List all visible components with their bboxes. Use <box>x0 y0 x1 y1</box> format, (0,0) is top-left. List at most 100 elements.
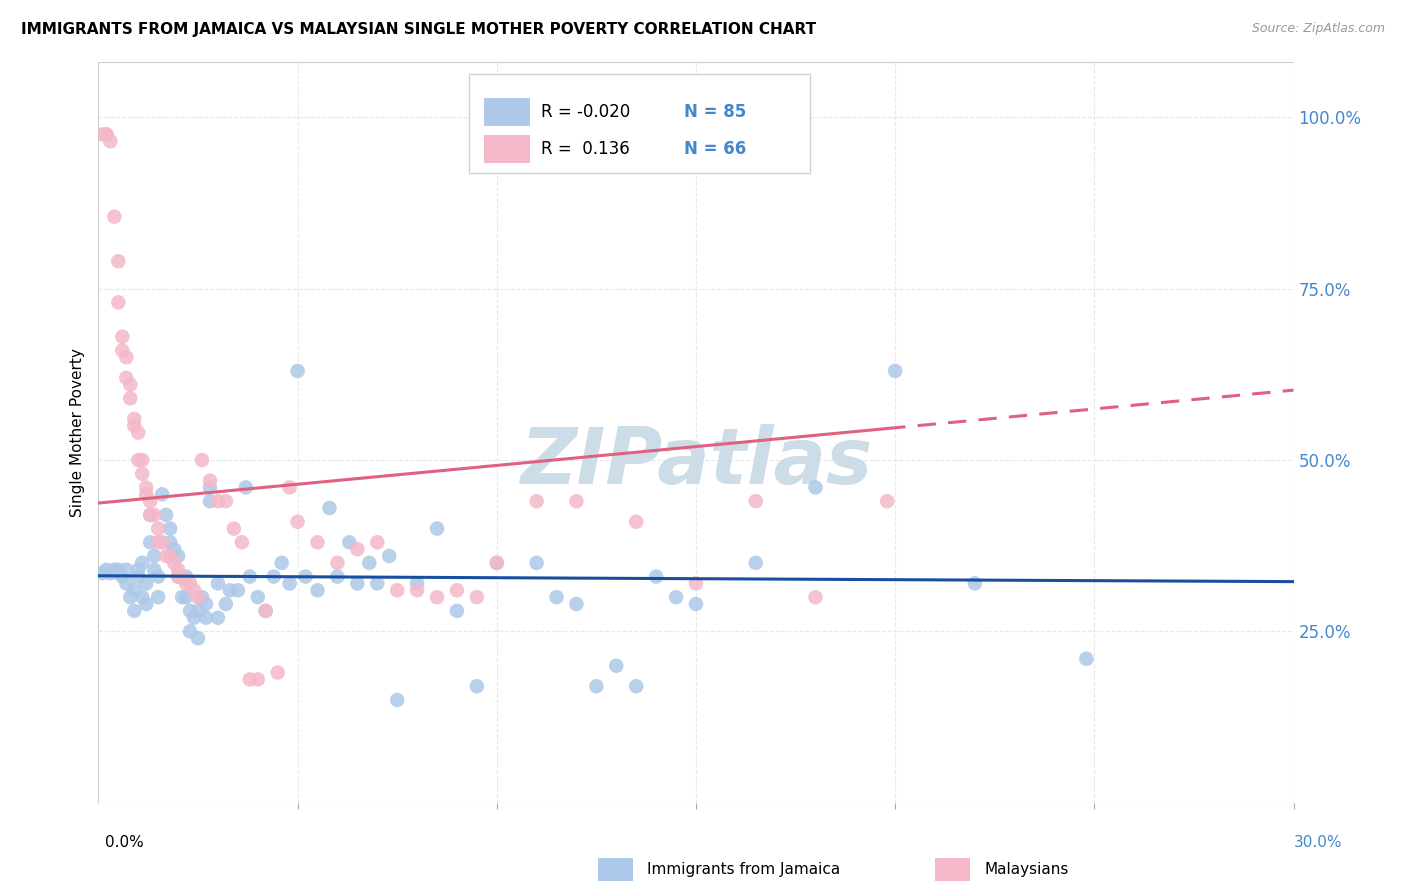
Point <box>318 501 340 516</box>
Point <box>124 412 146 426</box>
Point <box>254 604 277 618</box>
Point <box>155 549 177 563</box>
Point <box>91 128 114 142</box>
Point <box>665 590 688 604</box>
Point <box>254 604 277 618</box>
Point <box>239 673 262 687</box>
Point <box>231 535 253 549</box>
Point <box>139 508 162 522</box>
Point <box>226 583 249 598</box>
Point <box>198 480 221 494</box>
Point <box>465 590 488 604</box>
Point <box>139 494 162 508</box>
Point <box>98 134 122 148</box>
Point <box>107 563 129 577</box>
Point <box>127 425 149 440</box>
Point <box>135 480 157 494</box>
Point <box>172 569 194 583</box>
Point <box>150 487 173 501</box>
Point <box>685 576 707 591</box>
Point <box>195 597 218 611</box>
Point <box>155 508 177 522</box>
Point <box>103 563 125 577</box>
Point <box>187 632 209 646</box>
Point <box>485 556 508 570</box>
Point <box>263 569 285 583</box>
Point <box>526 556 548 570</box>
Point <box>135 597 157 611</box>
Point <box>127 569 149 583</box>
Point <box>115 563 138 577</box>
Point <box>804 590 827 604</box>
Point <box>107 254 129 268</box>
Point <box>526 494 548 508</box>
Text: N = 85: N = 85 <box>685 103 747 120</box>
Point <box>163 556 186 570</box>
Point <box>187 590 209 604</box>
Point <box>139 535 162 549</box>
Point <box>148 569 170 583</box>
FancyBboxPatch shape <box>485 97 530 126</box>
Point <box>107 295 129 310</box>
Point <box>267 665 290 680</box>
Point <box>143 563 166 577</box>
Point <box>385 583 409 598</box>
Point <box>135 487 157 501</box>
Point <box>115 371 138 385</box>
Point <box>406 583 429 598</box>
Point <box>139 508 162 522</box>
Point <box>366 535 388 549</box>
Point <box>159 549 181 563</box>
Point <box>745 494 768 508</box>
Point <box>645 569 668 583</box>
Point <box>626 679 648 693</box>
Point <box>198 494 221 508</box>
Point <box>111 343 134 358</box>
Point <box>143 549 166 563</box>
Point <box>366 576 388 591</box>
Point <box>270 556 292 570</box>
Point <box>876 494 898 508</box>
Point <box>626 515 648 529</box>
Point <box>179 604 201 618</box>
Point <box>359 556 381 570</box>
Point <box>287 364 309 378</box>
Point <box>124 583 146 598</box>
Text: N = 66: N = 66 <box>685 140 747 158</box>
Point <box>239 569 262 583</box>
Point <box>96 128 118 142</box>
Text: Malaysians: Malaysians <box>984 863 1069 877</box>
FancyBboxPatch shape <box>470 73 810 173</box>
Point <box>96 563 118 577</box>
Point <box>307 535 329 549</box>
Point <box>127 453 149 467</box>
Point <box>131 453 153 467</box>
Text: IMMIGRANTS FROM JAMAICA VS MALAYSIAN SINGLE MOTHER POVERTY CORRELATION CHART: IMMIGRANTS FROM JAMAICA VS MALAYSIAN SIN… <box>21 22 817 37</box>
Point <box>339 535 361 549</box>
Point <box>159 522 181 536</box>
Point <box>150 535 173 549</box>
Point <box>346 542 368 557</box>
Point <box>963 576 986 591</box>
Point <box>91 566 114 581</box>
Point <box>120 377 142 392</box>
Text: 30.0%: 30.0% <box>1295 836 1343 850</box>
Point <box>465 679 488 693</box>
Point <box>167 549 190 563</box>
Point <box>103 210 125 224</box>
Point <box>565 494 588 508</box>
Point <box>278 576 301 591</box>
Point <box>287 515 309 529</box>
Point <box>111 569 134 583</box>
Point <box>167 569 190 583</box>
Point <box>207 494 229 508</box>
Point <box>98 566 122 581</box>
Point <box>446 604 468 618</box>
Point <box>198 474 221 488</box>
Point <box>172 590 194 604</box>
Point <box>745 556 768 570</box>
Text: Immigrants from Jamaica: Immigrants from Jamaica <box>647 863 839 877</box>
Text: ZIPatlas: ZIPatlas <box>520 425 872 500</box>
Point <box>159 535 181 549</box>
Text: Source: ZipAtlas.com: Source: ZipAtlas.com <box>1251 22 1385 36</box>
